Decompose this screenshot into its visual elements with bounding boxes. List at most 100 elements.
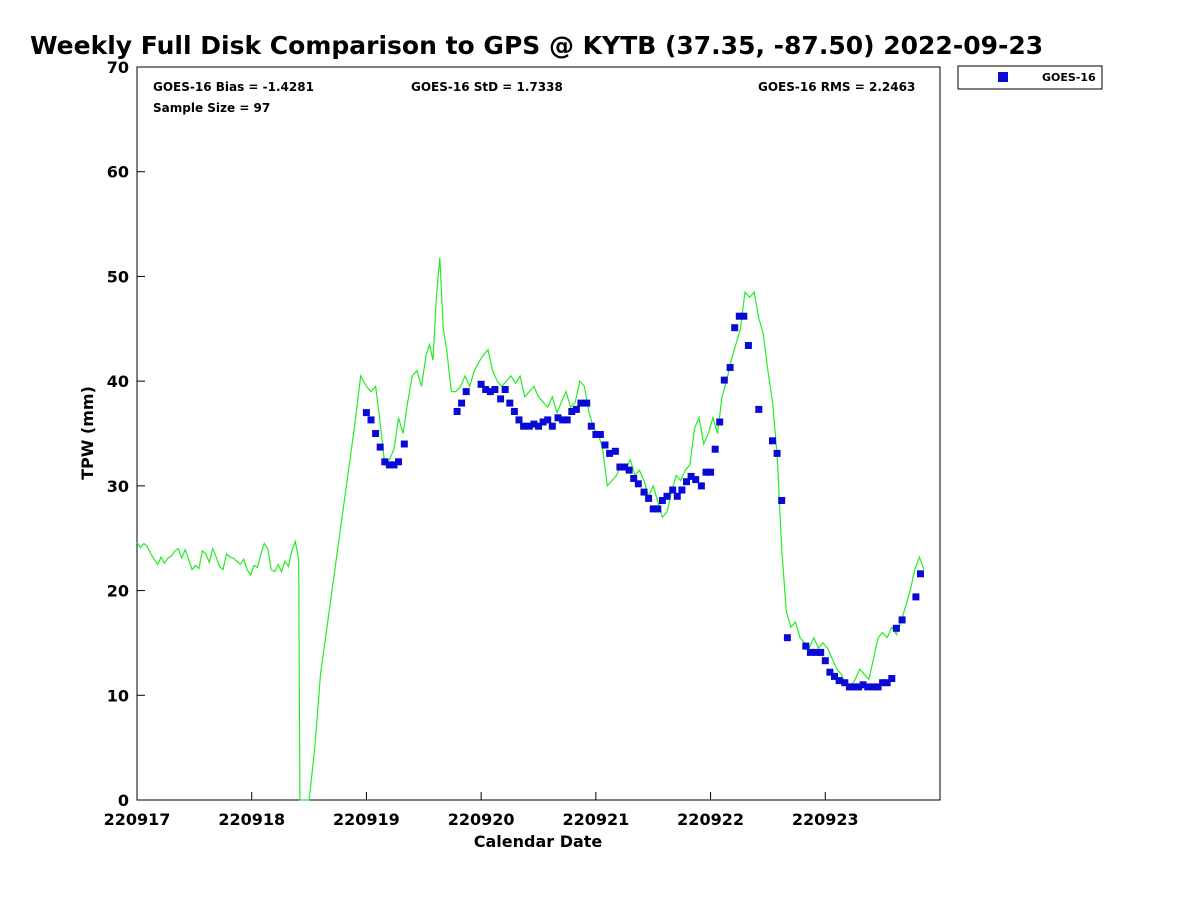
goes16-point — [367, 416, 375, 424]
legend-box — [957, 65, 1103, 90]
goes16-point — [515, 416, 523, 424]
goes16-point — [720, 376, 728, 384]
goes16-point — [458, 399, 466, 407]
goes16-point — [501, 386, 509, 393]
goes16-point — [583, 399, 591, 407]
x-axis: 220917 220918 220919 220920 220921 220922 2209… — [104, 792, 859, 829]
goes16-point — [888, 675, 896, 682]
goes16-point — [530, 420, 538, 428]
goes16-point — [835, 677, 843, 685]
goes16-point — [697, 482, 705, 490]
goes16-point — [687, 472, 695, 480]
goes16-point — [606, 449, 614, 457]
goes16-point — [390, 461, 398, 469]
y-axis-label: TPW (mm) — [78, 386, 97, 480]
goes16-point — [831, 672, 838, 680]
y-tick-label: 20 — [107, 582, 129, 601]
goes16-point — [744, 342, 752, 349]
goes16-point — [630, 475, 638, 482]
goes16-point — [649, 505, 657, 513]
goes16-point — [883, 679, 891, 687]
goes16-point — [806, 648, 814, 656]
goes16-point — [726, 364, 734, 371]
y-tick-label: 30 — [107, 477, 129, 496]
goes16-point — [658, 497, 666, 504]
y-tick-label: 10 — [107, 686, 129, 705]
goes16-point — [395, 458, 402, 466]
x-tick-label: 220920 — [448, 810, 515, 829]
goes16-point — [506, 399, 514, 407]
y-tick-label: 50 — [107, 267, 129, 286]
goes16-point — [587, 422, 595, 430]
goes16-point — [864, 683, 872, 691]
goes16-point — [362, 409, 370, 417]
y-tick-label: 0 — [118, 791, 129, 810]
y-tick-label: 70 — [107, 58, 129, 77]
gps-tpw-line-layer — [136, 257, 925, 801]
goes16-point — [912, 593, 920, 601]
goes16-point — [482, 386, 490, 393]
goes16-point — [707, 468, 715, 476]
goes16-point — [572, 405, 580, 413]
goes16-point — [812, 648, 820, 656]
goes16-point — [539, 418, 547, 426]
goes16-point — [870, 683, 877, 691]
goes16-point — [520, 422, 528, 430]
legend-entry-goes16: GOES-16 — [1042, 71, 1096, 84]
goes16-point — [711, 445, 719, 453]
goes16-point — [372, 430, 380, 437]
goes16-point — [850, 683, 858, 691]
gps-tpw-line — [136, 257, 925, 801]
y-axis: 0 10 20 30 40 50 60 70 — [107, 58, 145, 810]
goes16-point — [491, 386, 499, 393]
goes16-point — [716, 418, 724, 426]
goes16-point — [669, 486, 677, 494]
y-tick-label: 40 — [107, 372, 129, 391]
x-tick-label: 220921 — [562, 810, 629, 829]
goes16-point — [462, 388, 470, 396]
goes16-point — [654, 505, 662, 513]
goes16-point — [663, 492, 671, 500]
goes16-point — [634, 480, 642, 488]
goes16-point — [616, 463, 624, 471]
goes16-points-layer — [362, 312, 924, 691]
x-tick-label: 220919 — [333, 810, 400, 829]
goes16-point — [381, 458, 389, 466]
legend: GOES-16 — [957, 65, 1103, 90]
goes16-point — [773, 449, 781, 457]
goes16-point — [525, 422, 533, 430]
goes16-point — [802, 642, 810, 650]
goes16-point — [611, 447, 619, 455]
goes16-point — [783, 634, 791, 642]
goes16-point — [735, 312, 743, 320]
goes16-point — [486, 388, 494, 396]
goes16-point — [640, 488, 648, 496]
goes16-point — [769, 437, 776, 445]
goes16-point — [376, 443, 384, 451]
goes16-point — [778, 497, 786, 504]
goes16-point — [879, 679, 887, 687]
goes16-point — [678, 486, 686, 494]
chart-title: Weekly Full Disk Comparison to GPS @ KYT… — [30, 31, 1043, 60]
bias-stat: GOES-16 Bias = -1.4281 — [153, 80, 314, 94]
goes16-point — [702, 468, 710, 476]
goes16-point — [453, 408, 461, 415]
goes16-point — [577, 399, 585, 407]
goes16-point — [559, 416, 567, 424]
sample-size-stat: Sample Size = 97 — [153, 101, 270, 115]
goes16-point — [874, 683, 882, 691]
goes16-point — [692, 476, 700, 484]
goes16-point — [625, 466, 633, 474]
x-tick-label: 220922 — [677, 810, 744, 829]
goes16-point — [731, 324, 739, 332]
x-tick-label: 220923 — [792, 810, 859, 829]
goes16-point — [548, 422, 556, 430]
goes16-point — [568, 408, 576, 415]
goes16-point — [755, 405, 763, 413]
goes16-point — [645, 494, 653, 502]
goes16-point — [898, 616, 906, 624]
goes16-point — [510, 408, 518, 415]
std-stat: GOES-16 StD = 1.7338 — [411, 80, 563, 94]
goes16-point — [826, 668, 834, 676]
goes16-point — [917, 570, 924, 578]
